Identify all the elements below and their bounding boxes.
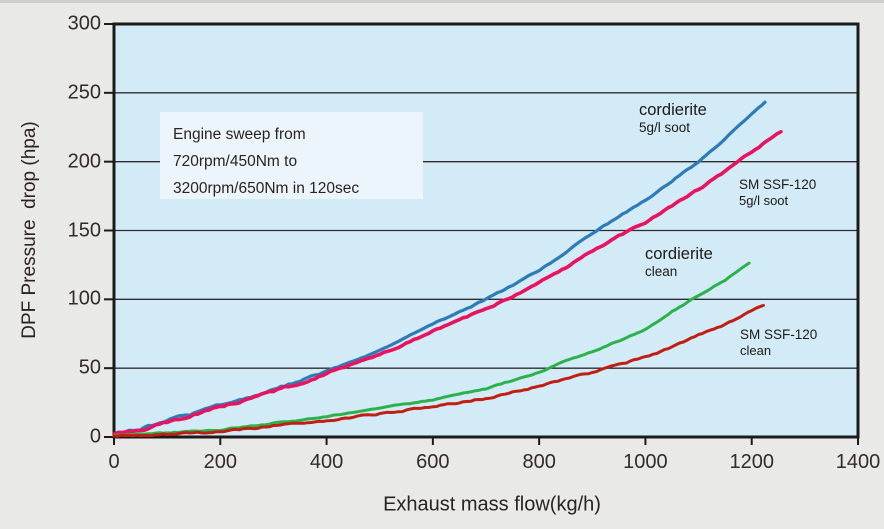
x-tick-label: 1200 [729,451,774,473]
label-cordierite-clean-name: cordierite [645,245,713,263]
label-cordierite-soot-name: cordierite [639,101,707,119]
y-tick-label: 150 [67,219,101,241]
y-tick-label: 0 [89,425,101,448]
label-cordierite-soot: cordierite 5g/l soot [639,101,707,135]
y-tick-label: 50 [78,356,101,379]
x-tick-label: 800 [522,451,556,473]
y-tick-label: 300 [67,12,101,35]
label-smssf120-clean: SM SSF-120 clean [740,327,817,358]
label-cordierite-clean: cordierite clean [645,245,713,279]
label-smssf120-clean-sub: clean [740,343,772,358]
label-cordierite-soot-sub: 5g/l soot [639,120,691,135]
engine-sweep-note-line: 720rpm/450Nm to [173,153,298,170]
y-tick-label: 200 [67,150,101,173]
x-axis-title: Exhaust mass flow(kg/h) [383,493,601,516]
x-tick-label: 200 [203,451,237,473]
engine-sweep-note-line: 3200rpm/650Nm in 120sec [173,180,360,197]
top-border-strip [0,0,884,3]
label-smssf120-soot-sub: 5g/l soot [739,193,789,208]
x-tick-label: 0 [108,451,120,473]
engine-sweep-note: Engine sweep from 720rpm/450Nm to 3200rp… [160,112,423,199]
x-tick-label: 1400 [835,451,881,473]
y-tick-label: 250 [67,81,101,104]
y-axis-title: DPF Pressure drop (hpa) [19,121,40,339]
engine-sweep-note-line: Engine sweep from [173,126,306,143]
y-tick-label: 100 [67,287,101,310]
curve-cordierite-5g-l-soot [112,100,767,436]
x-tick-label: 1000 [623,451,668,473]
curve-sm-ssf-120-clean [112,303,765,438]
curve-sm-ssf-120-5g-l-soot [112,130,783,436]
label-smssf120-soot: SM SSF-120 5g/l soot [739,177,816,208]
x-tick-label: 400 [309,451,344,473]
label-cordierite-clean-sub: clean [645,264,678,279]
label-smssf120-soot-name: SM SSF-120 [739,177,817,192]
label-smssf120-clean-name: SM SSF-120 [740,327,818,342]
x-tick-label: 600 [416,451,450,473]
